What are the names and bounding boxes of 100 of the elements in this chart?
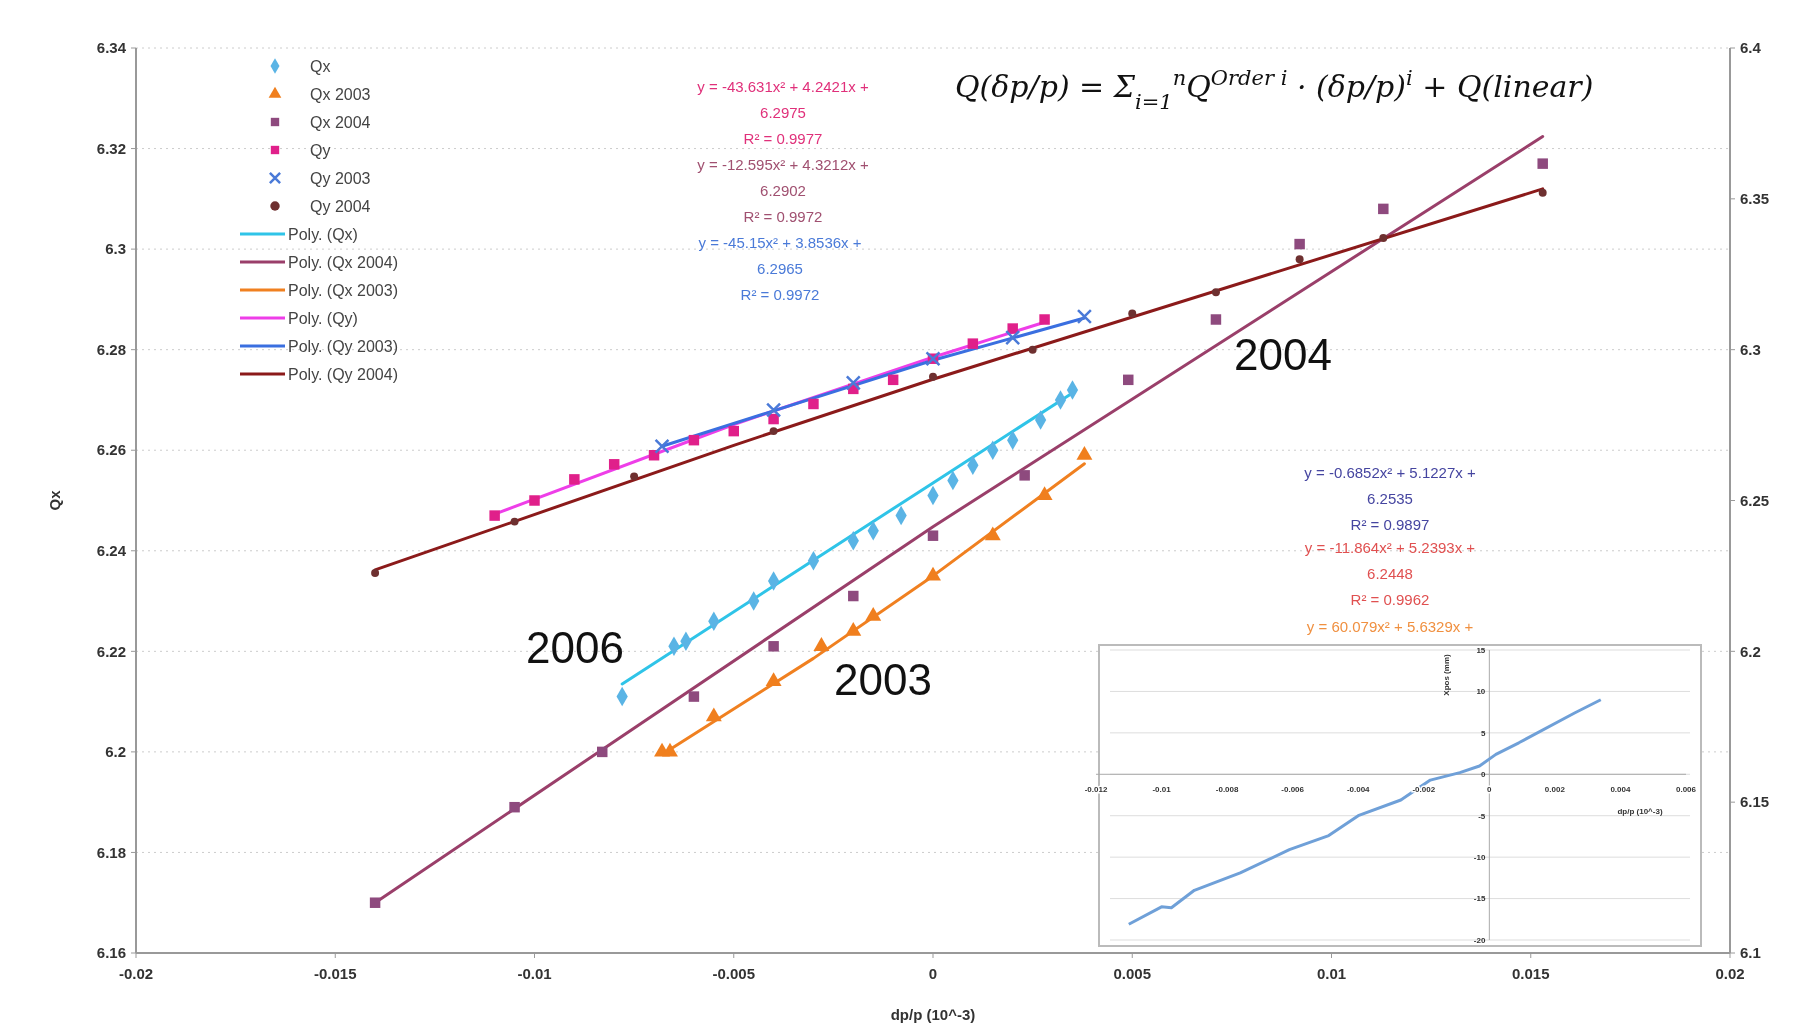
point <box>529 495 540 506</box>
legend-label: Qy <box>310 141 331 159</box>
x-tick-label: 0 <box>928 965 938 982</box>
y2-tick-label: 6.35 <box>1740 190 1770 208</box>
point <box>1007 323 1018 334</box>
point <box>1076 446 1093 460</box>
y2-tick-label: 6.4 <box>1740 39 1762 57</box>
legend-label: Qx 2003 <box>310 85 371 103</box>
y2-tick-label: 6.1 <box>1740 944 1761 962</box>
point <box>1039 314 1050 325</box>
point <box>865 606 882 621</box>
x-tick-label: -0.015 <box>313 965 357 982</box>
y-tick-label: 10 <box>1476 687 1486 697</box>
x-tick-label: 0.005 <box>1113 965 1152 982</box>
annotation: y = 60.079x² + 5.6329x + <box>1306 618 1474 635</box>
point <box>967 338 979 349</box>
annotation: Q(δp/p) = Σ$_{i=1}$$^{n}$Q$^{Order i}$ · (δp/p)$^{i}$ + Q(linear) <box>955 66 1594 114</box>
point <box>705 707 722 722</box>
x-axis-title: dp/p (10^-3) <box>890 1006 976 1023</box>
y-axis-title: Qx <box>46 489 63 511</box>
annotation: y = -43.631x² + 4.2421x + 6.2975 R² = 0.9977 <box>697 78 869 147</box>
y-tick-label: 5 <box>1480 728 1486 738</box>
x-tick-label: 0.01 <box>1316 965 1347 982</box>
legend-label: Poly. (Qy 2004) <box>288 365 398 383</box>
y2-tick-label: 6.25 <box>1740 491 1770 509</box>
point <box>369 897 381 908</box>
annotation: y = -0.6852x² + 5.1227x + 6.2535 R² = 0.9897 <box>1304 464 1476 533</box>
annotation: 2006 <box>526 623 624 672</box>
legend-label: Qx 2004 <box>310 113 371 131</box>
annotation: 2003 <box>834 655 932 704</box>
y-tick-label: -5 <box>1478 811 1486 821</box>
x-tick-label: -0.004 <box>1346 785 1371 795</box>
point <box>929 372 937 381</box>
annotation: y = -12.595x² + 4.3212x + 6.2902 R² = 0.9972 <box>697 156 869 225</box>
legend-label: Poly. (Qx) <box>288 225 358 243</box>
annotation: y = -11.864x² + 5.2393x + 6.2448 R² = 0.9962 <box>1304 539 1476 608</box>
point <box>1128 309 1137 318</box>
point <box>1537 158 1548 169</box>
x-tick-label: 0 <box>1487 785 1493 795</box>
legend-label: Qy 2004 <box>310 197 371 215</box>
x-axis-title: dp/p (10^-3) <box>1617 807 1663 817</box>
line-series <box>1127 698 1603 926</box>
point <box>887 374 899 386</box>
y-tick-label: 6.28 <box>96 340 126 358</box>
point <box>654 438 670 454</box>
point <box>662 742 678 757</box>
y-tick-label: -10 <box>1473 852 1486 862</box>
y-tick-label: 6.16 <box>96 944 126 962</box>
x-tick-label: -0.012 <box>1084 785 1108 795</box>
point <box>1028 345 1037 354</box>
point <box>848 590 859 602</box>
point <box>597 746 608 758</box>
y2-tick-label: 6.3 <box>1740 340 1761 358</box>
point <box>845 622 862 636</box>
x-tick-label: 0.015 <box>1511 965 1550 982</box>
legend-label: Poly. (Qy) <box>288 309 358 327</box>
y-tick-label: 6.32 <box>96 139 126 157</box>
y-tick-label: 6.18 <box>96 843 126 861</box>
y-tick-label: -20 <box>1473 935 1486 945</box>
point <box>630 472 639 481</box>
x-tick-label: 0.02 <box>1715 965 1745 982</box>
point <box>927 530 939 541</box>
point <box>765 672 782 687</box>
point <box>1538 188 1547 197</box>
point <box>1379 234 1388 243</box>
point <box>1210 314 1222 325</box>
point <box>688 434 700 446</box>
y-tick-label: 15 <box>1476 645 1486 655</box>
x-tick-label: -0.006 <box>1281 785 1305 795</box>
point <box>1076 308 1093 325</box>
x-tick-label: -0.02 <box>118 965 154 982</box>
point <box>510 517 519 526</box>
point <box>489 510 500 521</box>
legend-label: Poly. (Qx 2004) <box>288 253 398 271</box>
annotation: y = -45.15x² + 3.8536x + 6.2965 R² = 0.9972 <box>698 234 862 303</box>
point <box>1211 288 1220 297</box>
point <box>808 398 819 410</box>
annotation: 2004 <box>1234 330 1332 379</box>
point <box>1005 329 1021 346</box>
y-tick-label: 6.26 <box>96 441 126 459</box>
point <box>569 474 580 485</box>
y-tick-label: 6.24 <box>96 542 127 560</box>
x-tick-label: -0.01 <box>517 965 552 982</box>
point <box>984 526 1001 541</box>
legend-label: Poly. (Qy 2003) <box>288 337 398 355</box>
point <box>845 375 861 391</box>
y-tick-label: 6.3 <box>105 240 126 258</box>
x-tick-label: 0.002 <box>1544 785 1566 795</box>
point <box>608 459 620 470</box>
y-tick-label: 6.2 <box>105 743 126 761</box>
point <box>1378 203 1389 215</box>
point <box>1019 470 1030 481</box>
x-tick-label: -0.01 <box>1152 785 1172 795</box>
y2-tick-label: 6.2 <box>1740 642 1761 660</box>
x-tick-label: 0.006 <box>1675 785 1697 795</box>
legend-label: Poly. (Qx 2003) <box>288 281 398 299</box>
y-tick-label: 6.34 <box>96 39 127 57</box>
y-tick-label: 0 <box>1480 770 1486 780</box>
point <box>1295 255 1304 264</box>
legend-label: Qy 2003 <box>310 169 371 187</box>
